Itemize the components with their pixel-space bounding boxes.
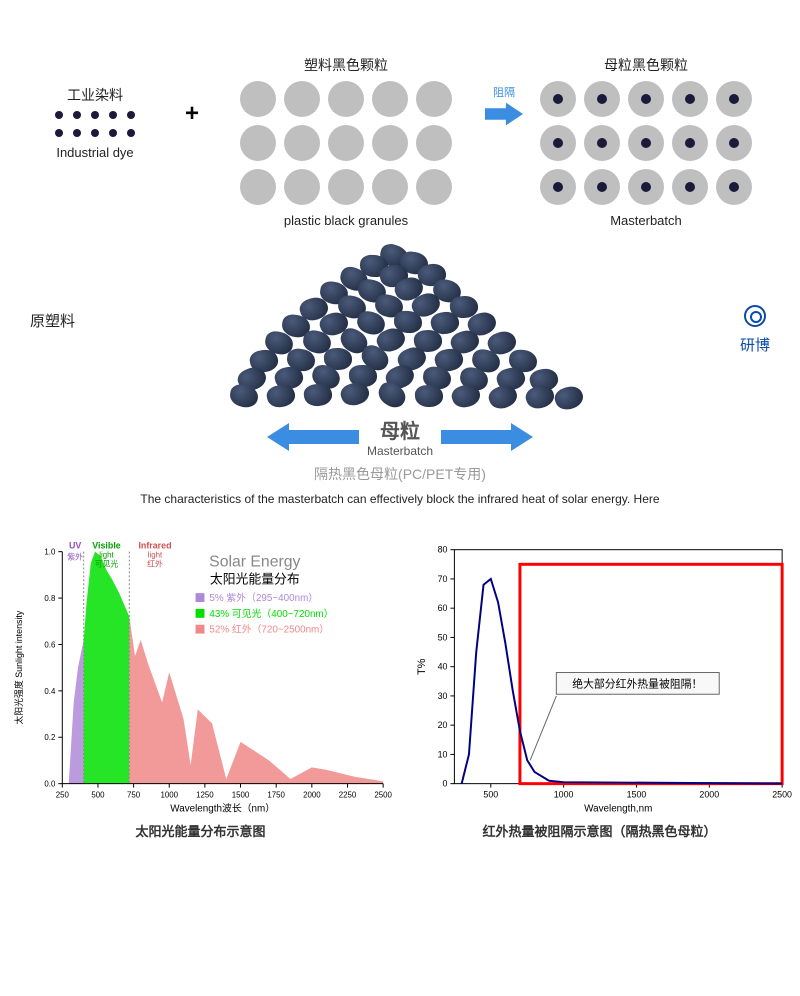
svg-text:0.2: 0.2 — [44, 733, 55, 742]
svg-text:2000: 2000 — [699, 789, 719, 799]
svg-text:Wavelength,nm: Wavelength,nm — [584, 803, 652, 814]
arrow-left-icon — [267, 423, 289, 451]
svg-text:60: 60 — [438, 603, 448, 613]
svg-text:Wavelength波长（nm）: Wavelength波长（nm） — [170, 801, 275, 814]
svg-text:2250: 2250 — [339, 790, 357, 799]
label-en: Industrial dye — [55, 145, 135, 160]
svg-text:Visible: Visible — [92, 541, 121, 551]
svg-text:light: light — [99, 551, 114, 560]
svg-text:light: light — [148, 551, 163, 560]
granule-pile — [230, 240, 570, 410]
plus-icon: + — [185, 100, 199, 128]
label: 工业染料 — [55, 85, 135, 105]
svg-text:1000: 1000 — [160, 790, 178, 799]
svg-text:40: 40 — [438, 662, 448, 672]
svg-text:43% 可见光（400~720nm）: 43% 可见光（400~720nm） — [209, 607, 333, 620]
synthesis-diagram: 工业染料 Industrial dye + 塑料黑色颗粒 plastic bla… — [0, 0, 800, 240]
svg-text:0.0: 0.0 — [44, 780, 56, 789]
block-plastic: 塑料黑色颗粒 plastic black granules — [240, 55, 452, 228]
block-masterbatch: 母粒黑色颗粒 Masterbatch — [540, 55, 752, 228]
svg-text:0.4: 0.4 — [44, 687, 56, 696]
svg-text:2500: 2500 — [772, 789, 792, 799]
arrow-label: 阻隔 — [485, 84, 523, 100]
svg-text:UV: UV — [69, 541, 81, 551]
svg-text:70: 70 — [438, 574, 448, 584]
svg-text:500: 500 — [483, 789, 498, 799]
charts-section: 25050075010001250150017502000225025000.0… — [0, 510, 800, 840]
svg-text:可见光: 可见光 — [95, 558, 119, 568]
svg-text:1250: 1250 — [196, 790, 214, 799]
solar-spectrum-chart: 250 500 750 1000 1250 1500 1750 2000 2250 2500 0.0… — [8, 520, 393, 840]
bidirectional-arrow: 母粒 Masterbatch — [0, 415, 800, 458]
svg-text:1500: 1500 — [232, 790, 250, 799]
svg-text:1500: 1500 — [627, 789, 647, 799]
center-en: Masterbatch — [367, 444, 433, 458]
svg-text:1750: 1750 — [267, 790, 285, 799]
subtitle-cn: 隔热黑色母粒(PC/PET专用) — [0, 464, 800, 484]
label: 母粒黑色颗粒 — [540, 55, 752, 75]
svg-text:10: 10 — [438, 749, 448, 759]
arrow-icon: 阻隔 — [485, 100, 523, 128]
svg-text:50: 50 — [438, 632, 448, 642]
arrow-right-icon — [511, 423, 533, 451]
label-en: plastic black granules — [240, 213, 452, 228]
svg-text:250: 250 — [56, 790, 70, 799]
brand-logo-icon — [744, 305, 766, 327]
svg-text:Infrared: Infrared — [138, 541, 171, 551]
svg-text:5% 紫外（295~400nm）: 5% 紫外（295~400nm） — [209, 592, 318, 604]
svg-text:红外: 红外 — [147, 558, 163, 568]
svg-text:绝大部分红外热量被阻隔！: 绝大部分红外热量被阻隔！ — [572, 676, 702, 690]
svg-text:1000: 1000 — [554, 789, 574, 799]
chart1-caption: 太阳光能量分布示意图 — [8, 821, 393, 840]
chart2-caption: 红外热量被阻隔示意图（隔热黑色母粒） — [407, 821, 792, 840]
label-original: 原塑料 — [30, 310, 75, 331]
svg-text:0.8: 0.8 — [44, 594, 56, 603]
svg-text:0.6: 0.6 — [44, 640, 56, 649]
center-label: 母粒 — [367, 415, 433, 444]
svg-text:T%: T% — [416, 658, 428, 675]
label: 塑料黑色颗粒 — [240, 55, 452, 75]
svg-text:太阳光强度 Sunlight intensity: 太阳光强度 Sunlight intensity — [13, 610, 24, 724]
svg-text:太阳光能量分布: 太阳光能量分布 — [210, 571, 300, 586]
svg-text:2000: 2000 — [303, 790, 321, 799]
transmittance-chart: 0 10 20 30 40 50 60 70 80 500 1000 1500 2000 2500 T% Wa… — [407, 520, 792, 840]
subtitle-en: The characteristics of the masterbatch c… — [0, 492, 800, 506]
svg-text:0: 0 — [443, 779, 448, 789]
block-dye: 工业染料 Industrial dye — [55, 85, 135, 160]
svg-text:20: 20 — [438, 720, 448, 730]
svg-text:Solar Energy: Solar Energy — [209, 553, 300, 570]
svg-text:80: 80 — [438, 545, 448, 555]
label-en: Masterbatch — [540, 213, 752, 228]
svg-text:2500: 2500 — [374, 790, 392, 799]
svg-text:500: 500 — [91, 790, 105, 799]
svg-text:1.0: 1.0 — [44, 548, 56, 557]
brand-label: 研博 — [740, 305, 770, 355]
brand-name: 研博 — [740, 337, 770, 354]
svg-text:52% 红外（720~2500nm）: 52% 红外（720~2500nm） — [209, 623, 329, 636]
masterbatch-section: 原塑料 研博 母粒 Masterbatch 隔热黑色母粒(PC/PET专用) T… — [0, 240, 800, 510]
svg-text:紫外: 紫外 — [67, 552, 83, 562]
svg-text:30: 30 — [438, 691, 448, 701]
svg-text:750: 750 — [127, 790, 141, 799]
